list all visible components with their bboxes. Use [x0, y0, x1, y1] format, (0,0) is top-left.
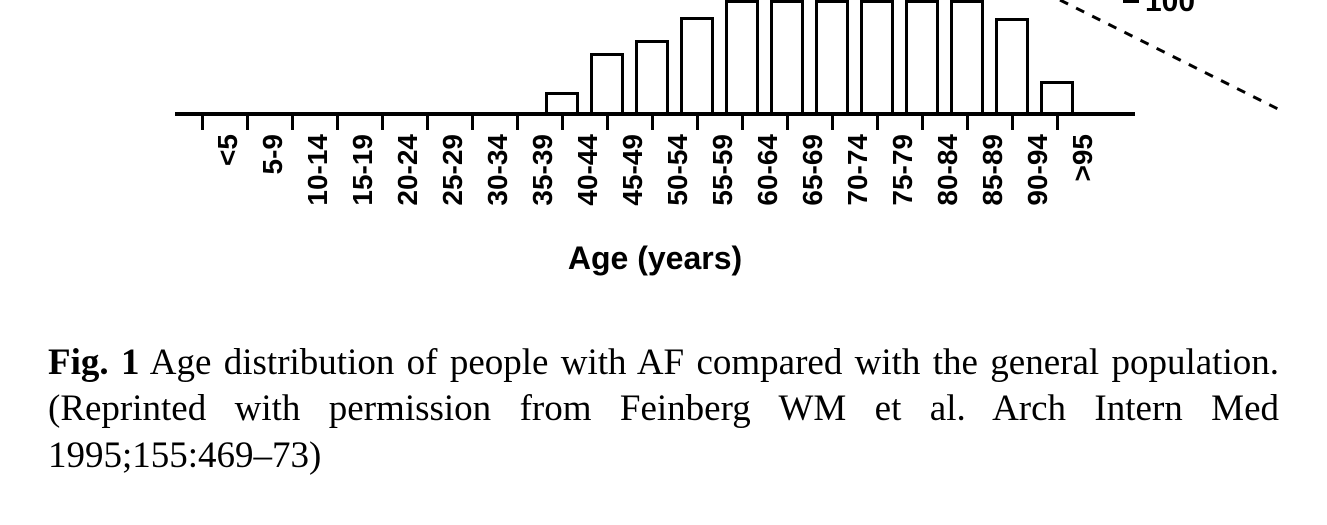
- x-tick-label: 10-14: [302, 134, 334, 206]
- figure-caption: Fig. 1 Age distribution of people with A…: [48, 340, 1279, 479]
- x-tick-label: 55-59: [707, 134, 739, 206]
- x-tick-label: 90-94: [1022, 134, 1054, 206]
- x-tick: [291, 116, 294, 130]
- x-tick: [561, 116, 564, 130]
- x-tick-label: >95: [1067, 134, 1099, 182]
- bar: [995, 18, 1029, 115]
- x-axis: [175, 112, 1135, 116]
- x-tick-label: 60-64: [752, 134, 784, 206]
- caption-body: Age distribution of people with AF compa…: [48, 342, 1279, 476]
- x-tick: [1011, 116, 1014, 130]
- x-tick: [471, 116, 474, 130]
- x-tick-label: 75-79: [887, 134, 919, 206]
- chart-area: [175, 0, 1135, 115]
- x-axis-label: Age (years): [175, 240, 1135, 277]
- bar: [635, 40, 669, 115]
- bar: [1040, 81, 1074, 115]
- x-tick: [831, 116, 834, 130]
- bar: [680, 17, 714, 115]
- x-tick-label: 80-84: [932, 134, 964, 206]
- x-tick: [246, 116, 249, 130]
- x-tick: [426, 116, 429, 130]
- x-tick-label: 50-54: [662, 134, 694, 206]
- y2-axis-tick: [1123, 0, 1139, 3]
- x-tick: [1056, 116, 1059, 130]
- x-tick: [381, 116, 384, 130]
- x-tick: [741, 116, 744, 130]
- x-tick-label: 35-39: [527, 134, 559, 206]
- x-tick-label: 45-49: [617, 134, 649, 206]
- x-tick-label: 85-89: [977, 134, 1009, 206]
- x-tick: [606, 116, 609, 130]
- bar: [815, 0, 849, 115]
- page-root: <5 5-9 10-14 15-19 20-24 25-29 30-34 35-39 40-44…: [0, 0, 1327, 525]
- x-tick-label: 25-29: [437, 134, 469, 206]
- bar: [950, 0, 984, 115]
- x-tick-label: <5: [212, 134, 244, 166]
- x-tick-label: 5-9: [257, 134, 289, 174]
- y2-axis-tick-label: 100: [1145, 0, 1205, 19]
- x-tick-label: 30-34: [482, 134, 514, 206]
- bar: [770, 0, 804, 115]
- bar: [590, 53, 624, 115]
- x-tick-label: 20-24: [392, 134, 424, 206]
- x-tick: [966, 116, 969, 130]
- x-tick: [201, 116, 204, 130]
- x-tick-label: 65-69: [797, 134, 829, 206]
- x-tick: [696, 116, 699, 130]
- x-tick: [516, 116, 519, 130]
- x-tick: [921, 116, 924, 130]
- x-tick: [651, 116, 654, 130]
- x-tick-label: 15-19: [347, 134, 379, 206]
- caption-label: Fig. 1: [48, 342, 139, 383]
- x-tick: [336, 116, 339, 130]
- bar: [860, 0, 894, 115]
- x-tick-label: 70-74: [842, 134, 874, 206]
- x-tick-label: 40-44: [572, 134, 604, 206]
- x-tick: [876, 116, 879, 130]
- x-tick: [786, 116, 789, 130]
- bar: [725, 0, 759, 115]
- bar: [905, 0, 939, 115]
